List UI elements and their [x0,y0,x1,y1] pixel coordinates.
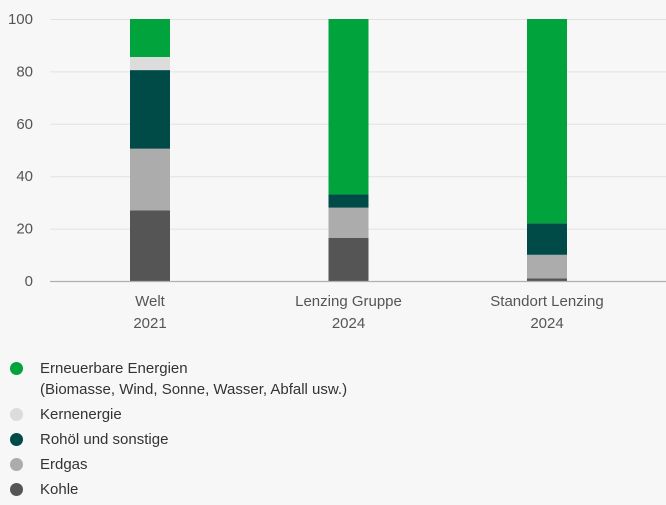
bar-segment [130,19,170,57]
legend-label: Kohle [40,481,79,498]
bar-segment [527,223,567,255]
legend-label: Erneuerbare Energien (Biomasse, Wind, Son… [40,360,348,398]
bar-segment [328,19,369,195]
legend-label: Erdgas [40,456,88,473]
x-tick-label: Welt [135,293,166,310]
bar-segment [328,207,369,238]
x-tick-label-year: 2021 [133,315,166,332]
y-tick-label: 40 [16,168,33,185]
legend-item: Kernenergie [10,404,347,425]
x-tick-label-year: 2024 [530,315,563,332]
legend-swatch [10,483,23,496]
legend: Erneuerbare Energien (Biomasse, Wind, Son… [10,358,347,504]
bar-segment [328,237,369,281]
x-tick-label-year: 2024 [332,315,365,332]
y-tick-label: 60 [16,116,33,133]
x-tick-label: Lenzing Gruppe [295,293,402,310]
bar-segment [130,56,170,71]
bar-segment [527,19,567,224]
legend-swatch [10,408,23,421]
legend-item: Erneuerbare Energien (Biomasse, Wind, Son… [10,358,347,400]
legend-item: Erdgas [10,454,347,475]
legend-swatch [10,458,23,471]
y-tick-label: 0 [25,273,33,290]
x-tick-label: Standort Lenzing [490,293,603,310]
bars [130,19,567,281]
legend-label: Rohöl und sonstige [40,431,169,448]
x-axis-labels: Welt 2021 Lenzing Gruppe 2024 Standort Lenzi… [133,293,603,332]
bar-segment [130,148,170,211]
y-tick-label: 100 [8,11,33,28]
bar-segment [527,254,567,279]
legend-label: Kernenergie [40,406,122,423]
bar-segment [527,278,567,281]
bar-segment [130,70,170,149]
legend-swatch [10,433,23,446]
bar-segment [328,194,369,208]
stacked-bar-chart: 0 20 40 60 80 100 Welt 2021 Lenzing Gruppe 2024 S… [8,11,666,332]
bar-segment [130,210,170,281]
y-tick-label: 80 [16,63,33,80]
legend-item: Rohöl und sonstige [10,429,347,450]
legend-item: Kohle [10,479,347,500]
y-axis-ticks: 0 20 40 60 80 100 [8,11,33,290]
y-tick-label: 20 [16,221,33,238]
legend-swatch [10,362,23,375]
